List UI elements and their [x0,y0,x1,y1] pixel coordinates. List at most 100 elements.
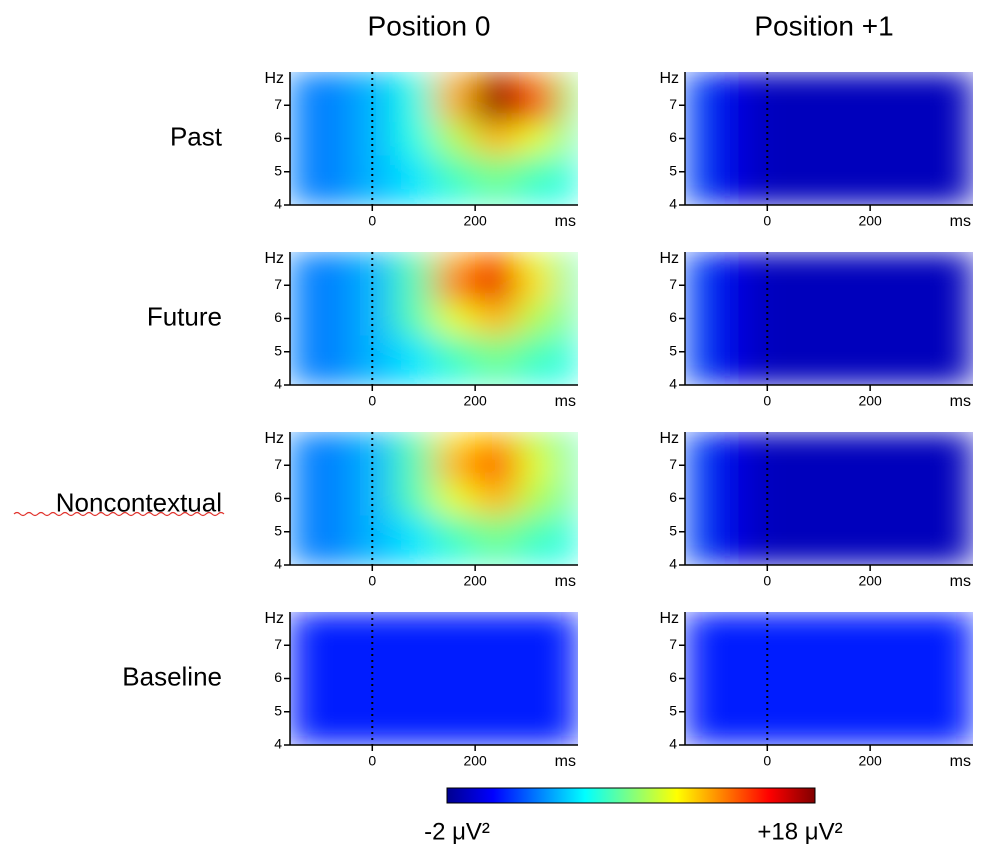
heatmap-cell [870,481,912,516]
heatmap-cell [705,448,748,483]
heatmap-cell [475,268,517,303]
y-tick-label: 4 [669,736,677,752]
heatmap-cell [290,188,312,205]
heatmap-cell [392,268,435,303]
heatmap-cell [685,481,707,516]
heatmap-cell [516,335,558,369]
column-title: Position 0 [368,10,491,41]
heatmap-cell [290,628,312,663]
heatmap-cells [685,72,973,205]
heatmap-cell [290,368,312,385]
heatmap-cell [746,548,789,565]
colorbar [446,787,816,804]
heatmap-cell [475,368,517,385]
heatmap-cell [351,548,394,565]
heatmap-cell [829,335,871,369]
y-tick-label: 6 [274,309,282,325]
row-label: Future [147,301,222,331]
y-tick-label: 5 [274,702,282,718]
heatmap-cell [952,481,973,516]
heatmap-cell [787,612,830,630]
heatmap-cell [351,728,394,745]
heatmap-cell [870,515,912,549]
heatmap-cell [952,301,973,336]
heatmap-cell [911,121,953,156]
heatmap-cell [351,252,394,270]
heatmap-cell [829,448,871,483]
heatmap-cell [310,301,353,336]
x-axis-label: ms [555,753,576,770]
heatmap-cell [434,728,476,745]
y-tick-label: 7 [274,276,282,292]
heatmap-cell [516,72,558,90]
heatmap-cell [310,661,353,696]
heatmap-cell [829,432,871,450]
heatmap-cell [746,268,789,303]
heatmap-cell [705,612,748,630]
heatmap-cell [516,88,558,123]
heatmap-cell [475,121,517,156]
heatmap-cell [870,268,912,303]
x-axis-label: ms [950,573,971,590]
row-label: Past [170,121,223,151]
x-tick-label: 0 [368,213,376,229]
y-tick-label: 4 [669,376,677,392]
heatmap-cell [685,188,707,205]
heatmap-cell [557,548,578,565]
heatmap-cell [911,515,953,549]
heatmap-cell [516,515,558,549]
heatmap-cell [685,88,707,123]
heatmap-cell [434,368,476,385]
heatmap [685,432,973,565]
y-tick-label: 6 [274,129,282,145]
heatmap-cell [787,661,830,696]
heatmap-cell [952,695,973,729]
heatmap-cell [685,612,707,630]
heatmap-cell [290,252,312,270]
heatmap-cell [290,661,312,696]
heatmap-cell [290,548,312,565]
heatmap-cell [870,155,912,189]
heatmap-cell [787,368,830,385]
heatmap-cell [475,188,517,205]
heatmap-cell [870,728,912,745]
y-tick-label: 6 [669,309,677,325]
heatmap-cell [952,612,973,630]
heatmap-cell [351,335,394,369]
heatmap-cell [911,612,953,630]
heatmap-cell [685,661,707,696]
heatmap-cell [392,612,435,630]
heatmap-cell [705,432,748,450]
heatmap-cell [746,695,789,729]
heatmap-cell [787,188,830,205]
heatmap-cell [952,88,973,123]
heatmap-cell [516,612,558,630]
heatmap-cell [746,188,789,205]
heatmap-cells [685,252,973,385]
heatmap-cell [705,121,748,156]
heatmap-cell [290,335,312,369]
y-tick-label: 7 [669,636,677,652]
heatmap-cell [310,432,353,450]
heatmap-cell [392,72,435,90]
heatmap-cell [911,628,953,663]
x-tick-label: 0 [763,213,771,229]
heatmap-cells [290,252,578,385]
heatmap-cell [685,448,707,483]
x-axis-label: ms [555,573,576,590]
heatmap-cell [870,432,912,450]
y-tick-label: 4 [274,556,282,572]
heatmap-cell [952,628,973,663]
heatmap-cell [351,368,394,385]
heatmap-cell [516,121,558,156]
heatmap-cell [290,121,312,156]
y-tick-label: 6 [669,669,677,685]
heatmap-cell [434,481,476,516]
spellcheck-underline [13,511,225,517]
heatmap-cell [392,252,435,270]
x-tick-label: 200 [858,213,882,229]
heatmap-cell [911,728,953,745]
heatmap-cell [911,252,953,270]
y-axis-label: Hz [659,70,679,87]
heatmap-cell [685,252,707,270]
